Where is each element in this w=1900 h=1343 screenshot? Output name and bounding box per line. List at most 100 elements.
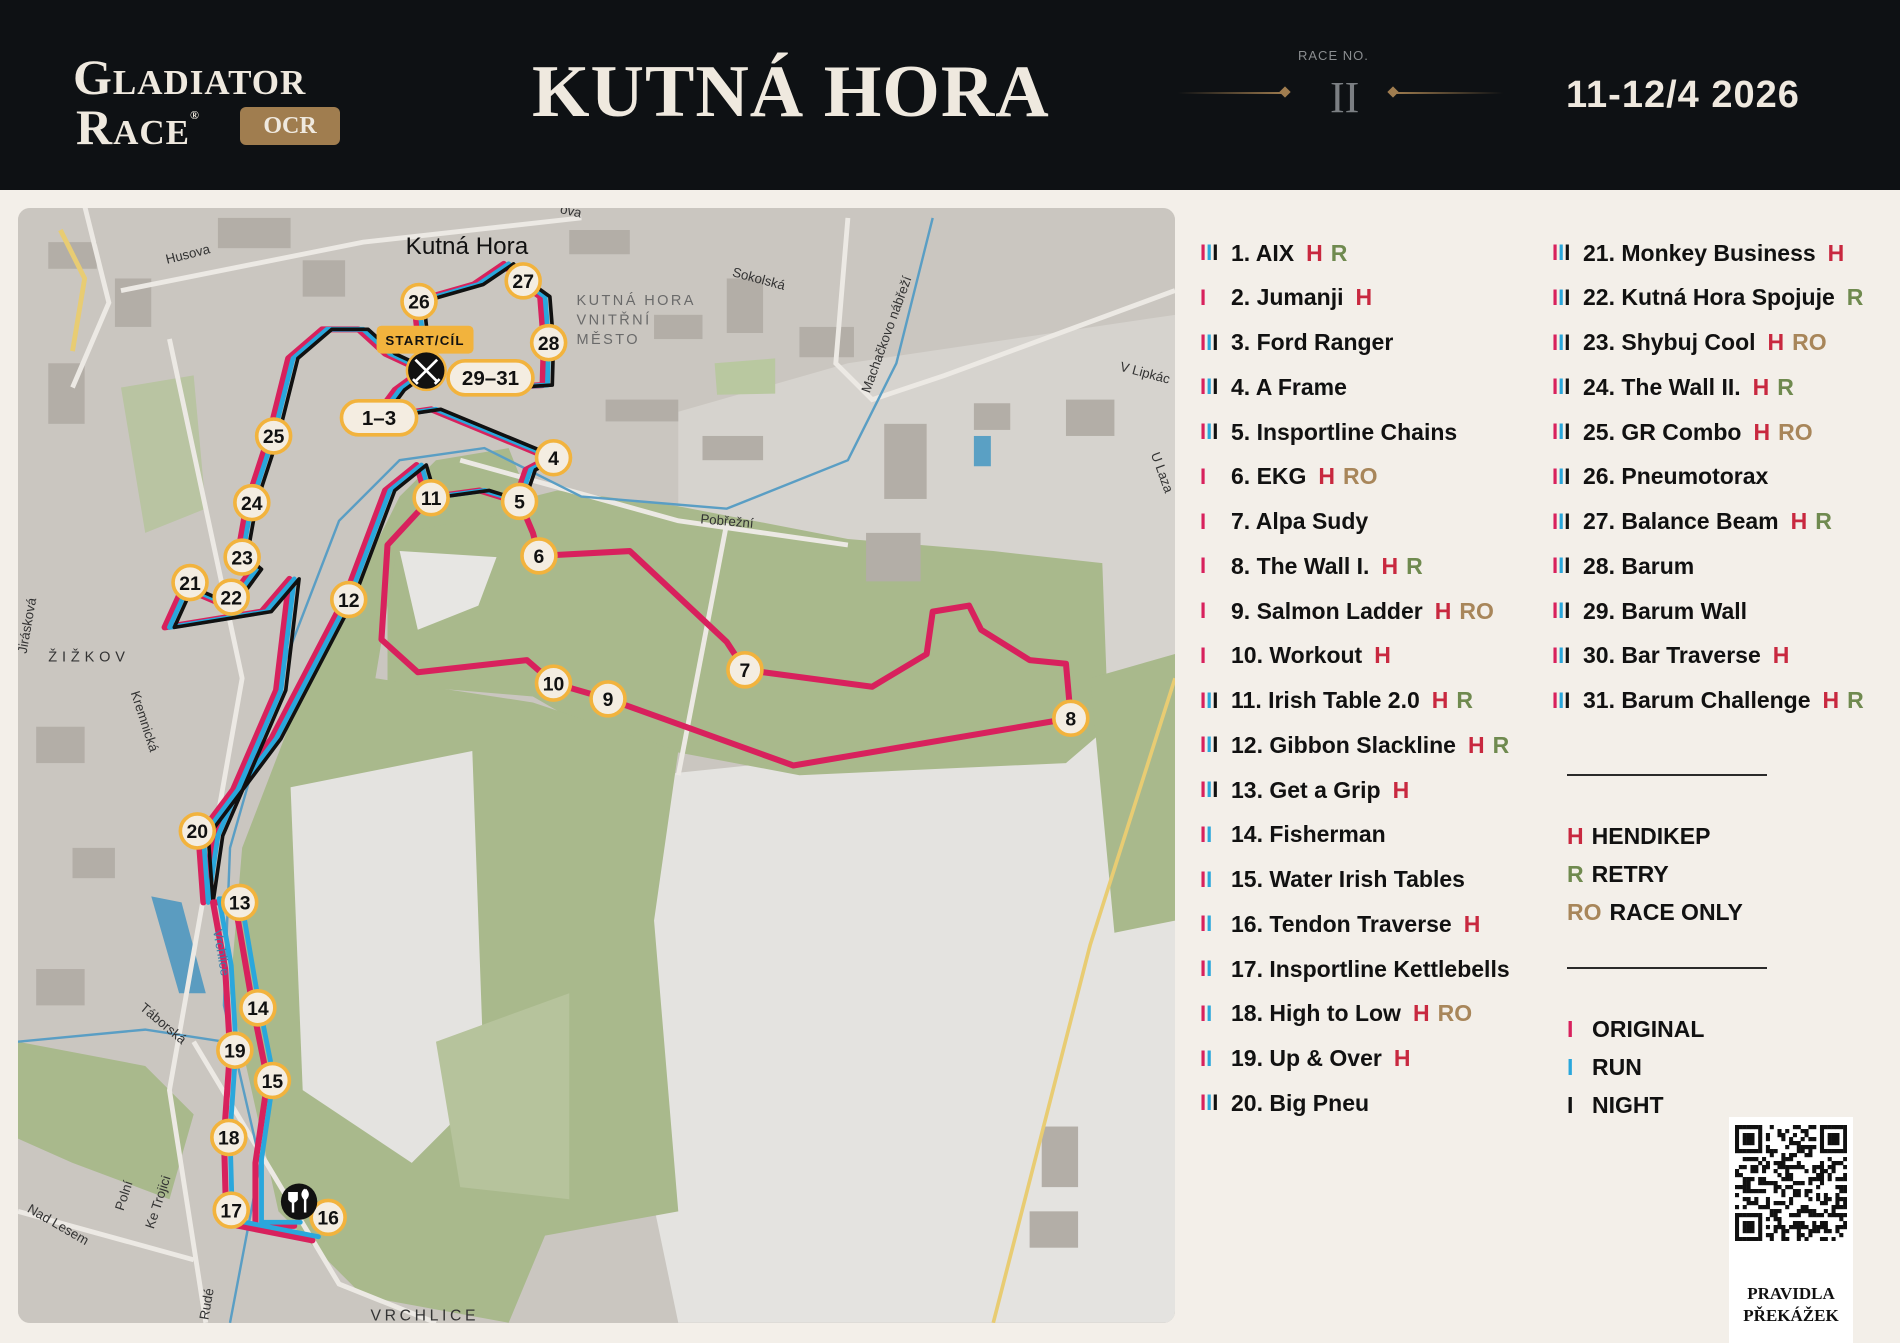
track-bar-icon: I — [1564, 598, 1571, 623]
qr-module — [1816, 1229, 1821, 1234]
marker-badge — [223, 538, 261, 576]
qr-module — [1843, 1185, 1847, 1190]
legend-tag-label: RETRY — [1591, 860, 1669, 887]
map-meadow — [435, 993, 570, 1200]
obstacle-marker[interactable]: 16 — [309, 1198, 347, 1237]
obstacle-marker[interactable]: 4 — [534, 438, 573, 477]
obstacle-marker[interactable]: 15 — [253, 1061, 292, 1100]
qr-module — [1823, 1237, 1828, 1241]
obstacle-marker[interactable]: 1–3 — [339, 399, 419, 437]
qr-module — [1804, 1225, 1809, 1230]
qr-module — [1823, 1225, 1828, 1230]
obstacle-tag: R — [1330, 239, 1348, 266]
obstacle-name: 12. Gibbon Slackline — [1231, 731, 1456, 758]
obstacle-name: 2. Jumanji — [1231, 284, 1344, 311]
qr-module — [1735, 1217, 1740, 1222]
registered-mark: ® — [190, 108, 200, 122]
marker-label: 7 — [740, 660, 751, 682]
obstacle-marker[interactable]: 14 — [239, 989, 277, 1027]
qr-module — [1804, 1129, 1809, 1134]
marker-label: 19 — [224, 1040, 246, 1062]
obstacle-marker[interactable]: 17 — [212, 1191, 251, 1229]
obstacle-marker[interactable]: 18 — [210, 1118, 248, 1157]
track-bars-icon: II — [1200, 911, 1231, 937]
obstacle-tag: H — [1318, 463, 1336, 490]
start-finish[interactable]: START/CÍL — [376, 325, 474, 392]
obstacle-marker[interactable]: 20 — [178, 812, 217, 850]
qr-module — [1758, 1225, 1763, 1230]
obstacle-marker[interactable]: 29–31 — [446, 359, 535, 397]
obstacle-marker[interactable]: 27 — [504, 262, 542, 300]
qr-module — [1843, 1133, 1847, 1138]
obstacle-marker[interactable]: 21 — [171, 563, 209, 602]
qr-module — [1777, 1201, 1782, 1206]
marker-label: 4 — [548, 448, 559, 470]
obstacle-marker[interactable]: 5 — [500, 482, 539, 521]
track-bar-icon: I — [1200, 911, 1207, 937]
obstacle-marker[interactable]: 7 — [726, 651, 764, 689]
track-bars-icon: I — [1200, 553, 1231, 579]
qr-module — [1796, 1141, 1801, 1146]
qr-module — [1773, 1189, 1778, 1194]
obstacle-marker[interactable]: 11 — [412, 478, 450, 517]
obstacle-marker[interactable]: 28 — [529, 323, 568, 362]
legend-tag-item: R RETRY — [1567, 859, 1669, 889]
obstacle-marker[interactable]: 12 — [329, 580, 368, 619]
qr-module — [1758, 1181, 1763, 1186]
obstacle-marker[interactable]: 25 — [254, 417, 293, 455]
qr-module — [1812, 1169, 1817, 1174]
track-bar-icon: I — [1212, 240, 1219, 265]
qr-module — [1796, 1181, 1801, 1186]
qr-module — [1816, 1177, 1821, 1182]
qr-module — [1765, 1233, 1770, 1238]
track-bars-icon: III — [1552, 509, 1583, 535]
qr-module — [1758, 1237, 1763, 1241]
qr-module — [1773, 1201, 1778, 1206]
obstacle-name: 4. A Frame — [1231, 373, 1347, 400]
obstacle-item: III 3. Ford Ranger — [1200, 328, 1393, 358]
qr-module — [1843, 1197, 1847, 1202]
qr-module — [1812, 1177, 1817, 1182]
qr-module — [1800, 1137, 1805, 1142]
race-map[interactable]: Kutná Hora KUTNÁ HORA VNITŘNÍ MĚSTO Huso… — [18, 208, 1175, 1323]
qr-module — [1777, 1225, 1782, 1230]
qr-module — [1738, 1125, 1743, 1130]
qr-module — [1773, 1185, 1778, 1190]
obstacle-marker[interactable]: 23 — [223, 538, 261, 576]
qr-module — [1785, 1173, 1790, 1178]
obstacle-marker[interactable]: 8 — [1052, 699, 1090, 738]
qr-module — [1812, 1145, 1817, 1150]
obstacle-marker[interactable]: 13 — [220, 883, 259, 922]
marker-badge — [220, 883, 259, 922]
obstacle-marker[interactable]: 26 — [400, 282, 438, 321]
qr-module — [1789, 1213, 1794, 1218]
qr-module — [1827, 1149, 1832, 1154]
obstacle-marker[interactable]: 10 — [534, 664, 573, 702]
brand-logo-line2: Race® — [76, 98, 200, 156]
obstacle-marker[interactable]: 24 — [233, 483, 271, 522]
marker-label: 15 — [262, 1071, 284, 1093]
qr-module — [1769, 1153, 1774, 1158]
qr-module — [1758, 1189, 1763, 1194]
map-clearing — [399, 551, 497, 630]
obstacle-item: III 11. Irish Table 2.0 H R — [1200, 686, 1473, 716]
qr-code-panel[interactable]: PRAVIDLA PŘEKÁŽEK — [1729, 1117, 1853, 1343]
qr-module — [1758, 1221, 1763, 1226]
qr-module — [1746, 1225, 1751, 1230]
qr-module — [1742, 1165, 1747, 1170]
map-canvas[interactable]: Kutná Hora KUTNÁ HORA VNITŘNÍ MĚSTO Huso… — [18, 208, 1175, 1323]
obstacle-tag: H — [1374, 642, 1391, 669]
track-bar-icon: I — [1564, 419, 1571, 444]
qr-code[interactable] — [1735, 1125, 1847, 1241]
qr-module — [1819, 1213, 1825, 1218]
refreshment-point[interactable] — [280, 1183, 318, 1220]
qr-module — [1800, 1209, 1805, 1214]
qr-module — [1746, 1137, 1751, 1142]
qr-module — [1812, 1225, 1817, 1230]
qr-module — [1781, 1157, 1786, 1162]
obstacle-marker[interactable]: 6 — [520, 537, 558, 575]
obstacle-marker[interactable]: 22 — [212, 578, 251, 616]
qr-module — [1819, 1169, 1825, 1174]
obstacle-marker[interactable]: 9 — [589, 680, 627, 718]
obstacle-marker[interactable]: 19 — [216, 1031, 254, 1069]
